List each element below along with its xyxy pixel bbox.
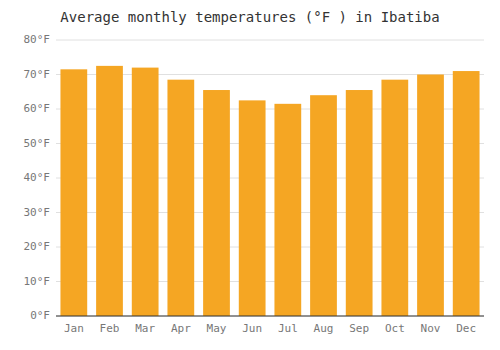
x-tick-label: Oct (385, 322, 405, 335)
grid-line (56, 40, 484, 41)
x-tick-label: Nov (421, 322, 441, 335)
x-axis-line (56, 315, 484, 316)
x-tick-label: Apr (171, 322, 191, 335)
y-tick-label: 70°F (24, 68, 51, 81)
x-tick-label: Jan (64, 322, 84, 335)
x-tick-label: Jul (278, 322, 298, 335)
x-tick-label: Feb (100, 322, 120, 335)
bar (417, 75, 444, 317)
y-tick-label: 50°F (24, 137, 51, 150)
y-tick-label: 10°F (24, 275, 51, 288)
x-tick-label: Dec (456, 322, 476, 335)
grid-line (56, 316, 484, 317)
bar (346, 90, 373, 316)
y-tick-label: 80°F (24, 33, 51, 46)
bar (381, 80, 408, 316)
bar (274, 104, 301, 316)
chart: 0°F 10°F 20°F 30°F 40°F 50°F 60°F 70°F 80°F Jan Fe… (0, 0, 500, 350)
bar (239, 100, 266, 316)
bar (203, 90, 230, 316)
y-tick-label: 30°F (24, 206, 51, 219)
y-tick-label: 20°F (24, 240, 51, 253)
bar (310, 95, 337, 316)
bars (60, 66, 479, 316)
chart-container: 0°F 10°F 20°F 30°F 40°F 50°F 60°F 70°F 80°F Jan Fe… (0, 0, 500, 350)
x-tick-label: Jun (242, 322, 262, 335)
bar (60, 69, 87, 316)
bar (96, 66, 123, 316)
y-tick-label: 40°F (24, 171, 51, 184)
bar (167, 80, 194, 316)
x-tick-label: Aug (314, 322, 334, 335)
bar (453, 71, 480, 316)
x-tick-label: Mar (135, 322, 155, 335)
y-tick-label: 0°F (30, 309, 50, 322)
x-tick-label: May (207, 322, 227, 335)
x-tick-label: Sep (349, 322, 369, 335)
bar (132, 68, 159, 316)
grid (56, 40, 484, 316)
y-tick-label: 60°F (24, 102, 51, 115)
title: Average monthly temperatures (°F ) in Ib… (60, 9, 439, 25)
